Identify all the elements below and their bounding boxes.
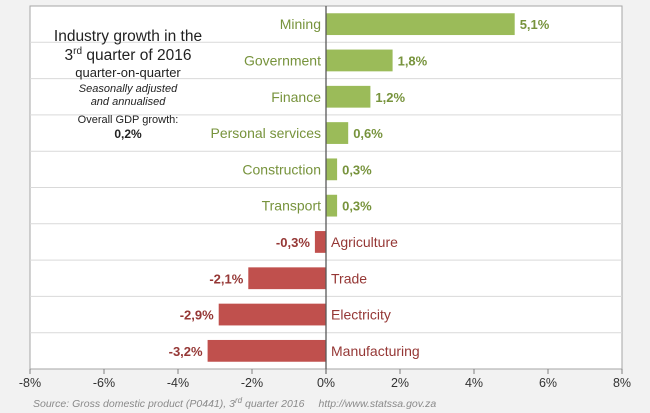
bar-mining [326, 13, 515, 36]
value-label-government: 1,8% [398, 53, 428, 68]
x-tick-label: -4% [167, 376, 189, 390]
category-label-transport: Transport [262, 198, 322, 214]
x-tick-label: 6% [539, 376, 557, 390]
bar-trade [248, 267, 326, 290]
title-quarter-text: quarter of 2016 [82, 47, 191, 64]
bar-personal-services [326, 122, 349, 144]
x-tick-label: 2% [391, 376, 409, 390]
x-axis-ticks: -8% -6% -4% -2% 0% 2% 4% 6% 8% [19, 369, 631, 390]
value-label-mining: 5,1% [520, 17, 550, 32]
category-label-electricity: Electricity [331, 307, 391, 323]
bar-labels: Mining 5,1% Government 1,8% Finance 1,2% Perso… [169, 16, 550, 359]
chart-note-line-1: Seasonally adjusted [79, 83, 178, 95]
value-label-finance: 1,2% [375, 90, 405, 105]
bar-manufacturing [207, 339, 326, 362]
chart-title-line-2: 3rd quarter of 2016 [65, 46, 192, 64]
gdp-annotation-label: Overall GDP growth: [78, 114, 179, 126]
bar-agriculture [314, 231, 326, 253]
x-tick-label: 4% [465, 376, 483, 390]
category-label-government: Government [244, 52, 321, 68]
bar-finance [326, 85, 371, 108]
source-text-end: quarter 2016 [242, 398, 305, 410]
source-url: http://www.statssa.gov.za [319, 398, 437, 410]
category-label-manufacturing: Manufacturing [331, 343, 420, 359]
category-label-agriculture: Agriculture [331, 234, 398, 250]
x-tick-label: 8% [613, 376, 631, 390]
x-tick-label: -8% [19, 376, 41, 390]
gdp-annotation-value: 0,2% [114, 127, 142, 141]
category-label-trade: Trade [331, 270, 367, 286]
category-label-construction: Construction [242, 161, 321, 177]
source-footnote: Source: Gross domestic product (P0441), … [33, 396, 436, 410]
chart-subtitle: quarter-on-quarter [75, 65, 181, 80]
value-label-construction: 0,3% [342, 162, 372, 177]
chart-title-line-1: Industry growth in the [54, 28, 202, 45]
title-ordinal: 3 [65, 47, 74, 64]
x-tick-label: 0% [317, 376, 335, 390]
chart-title-block: Industry growth in the 3rd quarter of 20… [54, 28, 202, 141]
value-label-trade: -2,1% [209, 271, 243, 286]
value-label-electricity: -2,9% [180, 308, 214, 323]
title-ordinal-suffix: rd [73, 46, 82, 57]
source-ordinal-suffix: rd [235, 396, 243, 405]
bar-electricity [218, 303, 326, 326]
bar-transport [326, 194, 338, 217]
x-tick-label: -6% [93, 376, 115, 390]
bar-construction [326, 158, 338, 181]
bar-government [326, 49, 393, 72]
value-label-personal-services: 0,6% [353, 126, 383, 141]
source-text: Source: Gross domestic product (P0441), … [33, 398, 235, 410]
category-label-finance: Finance [271, 89, 321, 105]
value-label-transport: 0,3% [342, 199, 372, 214]
bars [207, 6, 515, 374]
value-label-manufacturing: -3,2% [169, 344, 203, 359]
chart-note-line-2: and annualised [91, 96, 167, 108]
category-label-mining: Mining [280, 16, 321, 32]
category-label-personal-services: Personal services [211, 125, 322, 141]
x-tick-label: -2% [241, 376, 263, 390]
value-label-agriculture: -0,3% [276, 235, 310, 250]
